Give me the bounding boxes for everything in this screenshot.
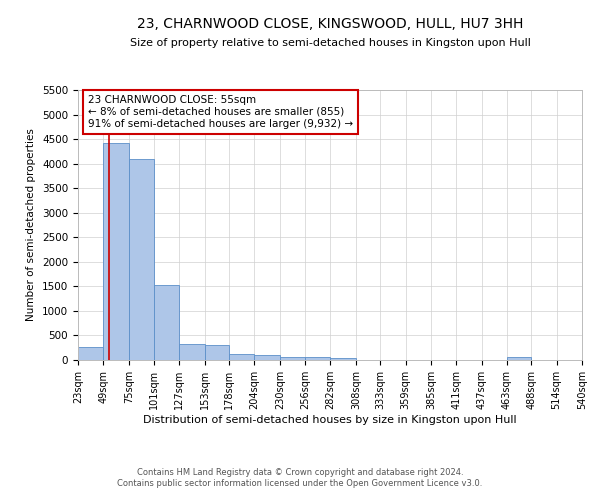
Text: 23, CHARNWOOD CLOSE, KINGSWOOD, HULL, HU7 3HH: 23, CHARNWOOD CLOSE, KINGSWOOD, HULL, HU…	[137, 18, 523, 32]
Bar	[78, 346, 103, 360]
Y-axis label: Number of semi-detached properties: Number of semi-detached properties	[26, 128, 37, 322]
Bar	[205, 345, 229, 360]
Bar	[179, 344, 205, 360]
Bar	[154, 285, 179, 360]
Text: Contains HM Land Registry data © Crown copyright and database right 2024.
Contai: Contains HM Land Registry data © Crown c…	[118, 468, 482, 487]
Bar	[305, 358, 331, 360]
Bar	[128, 158, 154, 360]
X-axis label: Distribution of semi-detached houses by size in Kingston upon Hull: Distribution of semi-detached houses by …	[143, 414, 517, 424]
Bar	[254, 356, 280, 360]
Bar	[507, 358, 532, 360]
Bar	[280, 357, 305, 360]
Bar	[331, 358, 356, 360]
Text: Size of property relative to semi-detached houses in Kingston upon Hull: Size of property relative to semi-detach…	[130, 38, 530, 48]
Bar	[103, 142, 128, 360]
Text: 23 CHARNWOOD CLOSE: 55sqm
← 8% of semi-detached houses are smaller (855)
91% of : 23 CHARNWOOD CLOSE: 55sqm ← 8% of semi-d…	[88, 96, 353, 128]
Bar	[229, 354, 254, 360]
